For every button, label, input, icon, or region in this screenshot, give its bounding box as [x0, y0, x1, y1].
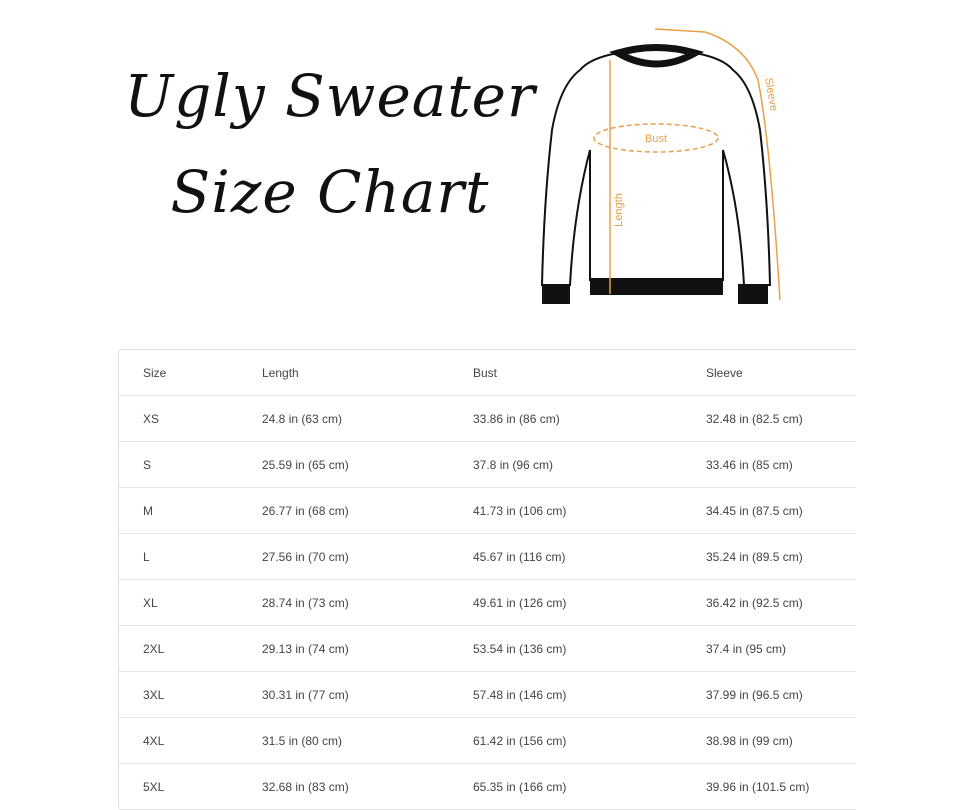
- cell-size: 2XL: [143, 641, 165, 656]
- sleeve-label: Sleeve: [762, 77, 780, 112]
- cell-length: 29.13 in (74 cm): [262, 641, 349, 656]
- sleeve-measure: [654, 28, 781, 301]
- cell-sleeve: 35.24 in (89.5 cm): [706, 549, 803, 564]
- cell-bust: 41.73 in (106 cm): [473, 503, 567, 518]
- cell-bust: 65.35 in (166 cm): [473, 779, 567, 794]
- header-size: Size: [143, 365, 167, 380]
- table-row: S 25.59 in (65 cm) 37.8 in (96 cm) 33.46 in…: [119, 442, 856, 488]
- table-row: 4XL 31.5 in (80 cm) 61.42 in (156 cm) 38.98…: [119, 718, 856, 764]
- cell-length: 30.31 in (77 cm): [262, 687, 349, 702]
- cell-size: M: [143, 503, 153, 518]
- table-row: 3XL 30.31 in (77 cm) 57.48 in (146 cm) 37.9…: [119, 672, 856, 718]
- collar: [609, 44, 705, 68]
- table-header-row: Size Length Bust Sleeve: [119, 350, 856, 396]
- table-row: 5XL 32.68 in (83 cm) 65.35 in (166 cm) 39.9…: [119, 764, 856, 809]
- cell-size: S: [143, 457, 152, 472]
- cell-size: XL: [143, 595, 158, 610]
- cell-size: XS: [143, 411, 160, 426]
- header-bust: Bust: [473, 365, 498, 380]
- title-line-1: Ugly Sweater: [124, 62, 536, 130]
- table-row: M 26.77 in (68 cm) 41.73 in (106 cm) 34.45 …: [119, 488, 856, 534]
- cell-length: 24.8 in (63 cm): [262, 411, 343, 426]
- cell-length: 26.77 in (68 cm): [262, 503, 349, 518]
- cell-bust: 61.42 in (156 cm): [473, 733, 567, 748]
- cell-length: 28.74 in (73 cm): [262, 595, 349, 610]
- header-sleeve: Sleeve: [706, 365, 743, 380]
- cell-length: 27.56 in (70 cm): [262, 549, 349, 564]
- title-line-2: Size Chart: [170, 158, 490, 226]
- sweater-diagram: Bust Length Sleeve: [540, 28, 781, 304]
- cell-sleeve: 37.99 in (96.5 cm): [706, 687, 803, 702]
- cell-bust: 53.54 in (136 cm): [473, 641, 567, 656]
- table-row: L 27.56 in (70 cm) 45.67 in (116 cm) 35.24 …: [119, 534, 856, 580]
- cell-sleeve: 39.96 in (101.5 cm): [706, 779, 810, 794]
- cell-length: 32.68 in (83 cm): [262, 779, 349, 794]
- table-row: XS 24.8 in (63 cm) 33.86 in (86 cm) 32.48 i…: [119, 396, 856, 442]
- cell-sleeve: 38.98 in (99 cm): [706, 733, 793, 748]
- cell-size: 3XL: [143, 687, 165, 702]
- sweater-outline: [540, 51, 772, 286]
- bust-label: Bust: [645, 133, 667, 145]
- cell-size: 4XL: [143, 733, 165, 748]
- header-length: Length: [262, 365, 299, 380]
- cell-size: L: [143, 549, 150, 564]
- cell-sleeve: 33.46 in (85 cm): [706, 457, 793, 472]
- cell-sleeve: 32.48 in (82.5 cm): [706, 411, 803, 426]
- table-row: XL 28.74 in (73 cm) 49.61 in (126 cm) 36.42…: [119, 580, 856, 626]
- cell-size: 5XL: [143, 779, 165, 794]
- length-label: Length: [613, 193, 625, 227]
- cell-bust: 49.61 in (126 cm): [473, 595, 567, 610]
- cell-sleeve: 34.45 in (87.5 cm): [706, 503, 803, 518]
- size-table: Size Length Bust Sleeve XS 24.8 in (63 cm…: [118, 349, 856, 810]
- cell-length: 25.59 in (65 cm): [262, 457, 349, 472]
- bust-measure: [593, 123, 719, 153]
- cell-length: 31.5 in (80 cm): [262, 733, 343, 748]
- waistband: [590, 278, 723, 295]
- table-row: 2XL 29.13 in (74 cm) 53.54 in (136 cm) 37.4…: [119, 626, 856, 672]
- cell-sleeve: 36.42 in (92.5 cm): [706, 595, 803, 610]
- cell-bust: 33.86 in (86 cm): [473, 411, 560, 426]
- cell-bust: 37.8 in (96 cm): [473, 457, 554, 472]
- right-cuff: [738, 284, 768, 304]
- cell-bust: 45.67 in (116 cm): [473, 549, 566, 564]
- left-cuff: [542, 284, 570, 304]
- cell-bust: 57.48 in (146 cm): [473, 687, 567, 702]
- cell-sleeve: 37.4 in (95 cm): [706, 641, 787, 656]
